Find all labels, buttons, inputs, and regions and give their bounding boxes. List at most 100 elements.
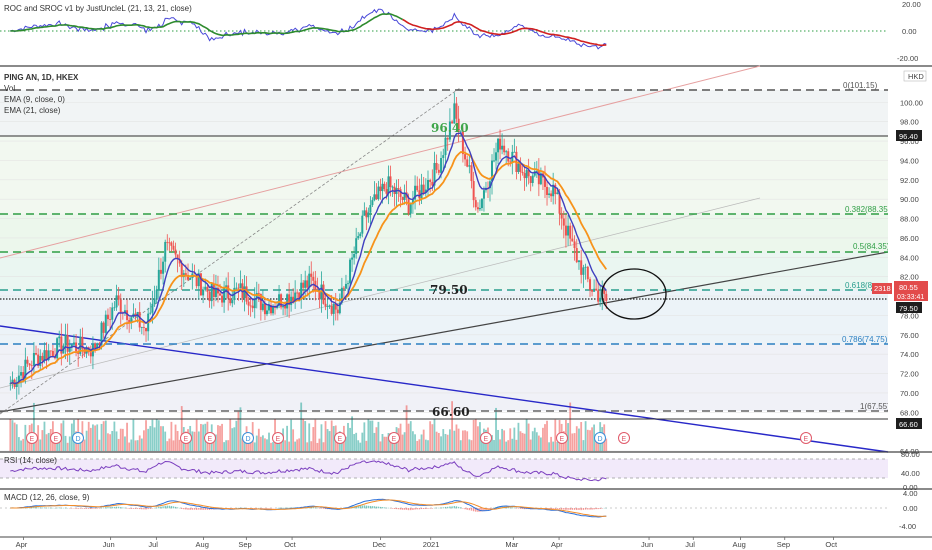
price-axis[interactable]: HKD 100.00 98.00 96.00 94.00 92.00 90.00 88.00… (888, 67, 932, 456)
legend-ema9: EMA (9, close, 0) (4, 95, 65, 104)
volume-bar (62, 420, 65, 451)
time-tick-label: Jul (685, 540, 695, 549)
sroc-up-line (10, 13, 403, 37)
volume-bar (41, 430, 44, 451)
volume-bar (128, 442, 131, 451)
candle-body (223, 287, 226, 303)
earnings-marker[interactable] (556, 432, 568, 444)
volume-bar (43, 421, 46, 451)
candle-body (523, 173, 526, 179)
candle-body (212, 283, 215, 297)
volume-bar (219, 425, 221, 451)
fib-band-5 (0, 344, 888, 411)
macd-hist-bar (451, 506, 453, 509)
macd-hist-bar (425, 508, 427, 509)
volume-bar (243, 436, 246, 451)
candle-body (573, 241, 576, 249)
volume-bar (13, 422, 16, 451)
macd-pane[interactable]: MACD (12, 26, close, 9) 4.00 0.00 -4.00 (0, 489, 918, 536)
volume-bar (314, 419, 317, 451)
earnings-marker[interactable] (50, 432, 62, 444)
volume-bar (94, 425, 96, 451)
price-tick-label: 86.00 (900, 234, 919, 243)
candle-body (300, 282, 303, 300)
volume-bar (312, 427, 315, 451)
candle-body (89, 352, 92, 357)
volume-bar (249, 441, 252, 451)
macd-hist-bar (172, 506, 175, 509)
volume-bar (217, 425, 219, 451)
macd-hist-bar (418, 508, 421, 510)
macd-hist-bar (369, 505, 372, 509)
volume-bar (437, 432, 440, 451)
candle-body (17, 375, 20, 383)
macd-hist-bar (31, 507, 33, 509)
earnings-marker[interactable] (180, 432, 192, 444)
earnings-marker[interactable] (334, 432, 346, 444)
volume-bar (166, 441, 169, 451)
volume-bar (523, 433, 526, 451)
volume-bar (586, 429, 589, 451)
volume-bar (66, 442, 69, 451)
volume-bar (320, 424, 323, 451)
volume-bar (531, 431, 534, 451)
dividend-marker[interactable] (72, 432, 84, 444)
candle-body (527, 170, 530, 177)
candle-body (442, 155, 445, 158)
event-marker-label: E (30, 436, 35, 443)
volume-bar (37, 425, 40, 451)
volume-bar (134, 440, 137, 451)
candle-body (115, 295, 118, 308)
volume-bar (195, 419, 198, 451)
candle-body (474, 200, 477, 208)
price-tick-label: 72.00 (900, 370, 919, 379)
volume-bar (493, 440, 495, 451)
roc-pane[interactable]: ROC and SROC v1 by JustUncleL (21, 13, 2… (0, 0, 921, 64)
badge-last-price (894, 281, 928, 301)
candle-body (476, 207, 479, 210)
annotation-66-60: 66.60 (432, 405, 470, 419)
volume-bar (39, 439, 42, 451)
earnings-marker[interactable] (480, 432, 492, 444)
volume-bar (136, 440, 139, 451)
earnings-marker[interactable] (272, 432, 284, 444)
sroc-down-line (402, 18, 607, 47)
macd-hist-bar (460, 507, 462, 509)
volume-bar (381, 434, 384, 451)
macd-hist-bar (595, 508, 597, 510)
dividend-marker[interactable] (594, 432, 606, 444)
earnings-marker[interactable] (800, 432, 812, 444)
time-tick-label: Sep (777, 540, 790, 549)
volume-bar (191, 431, 194, 451)
volume-bar (272, 442, 274, 451)
candle-body (482, 190, 485, 199)
time-axis[interactable]: Apr Jun Jul Aug Sep Oct Dec 2021 Mar Apr Jun Jul Aug… (0, 536, 932, 549)
earnings-marker[interactable] (618, 432, 630, 444)
volume-bar (170, 421, 173, 451)
candle-body (509, 161, 512, 163)
symbol-title: PING AN, 1D, HKEX (4, 73, 79, 82)
candle-body (375, 194, 378, 200)
candle-body (176, 254, 179, 260)
volume-bar (433, 419, 436, 451)
candle-body (282, 305, 285, 308)
dividend-marker[interactable] (242, 432, 254, 444)
candle-body (503, 145, 506, 153)
volume-bar (268, 432, 270, 451)
candle-body (493, 160, 496, 162)
rsi-pane[interactable]: RSI (14, close) 80.00 40.00 0.00 (0, 450, 920, 492)
macd-hist-bar (79, 508, 81, 509)
macd-hist-bar (453, 506, 456, 509)
candle-body (270, 305, 273, 314)
main-price-pane[interactable]: 96.40 79.50 66.60 0(101.15) 0.382(88.35)… (0, 65, 891, 453)
earnings-marker[interactable] (26, 432, 38, 444)
volume-bar (237, 411, 240, 451)
earnings-marker[interactable] (388, 432, 400, 444)
earnings-marker[interactable] (204, 432, 216, 444)
time-tick-label: Sep (238, 540, 251, 549)
volume-bar (505, 441, 508, 451)
volume-bar (140, 438, 143, 451)
volume-bar (429, 421, 432, 451)
